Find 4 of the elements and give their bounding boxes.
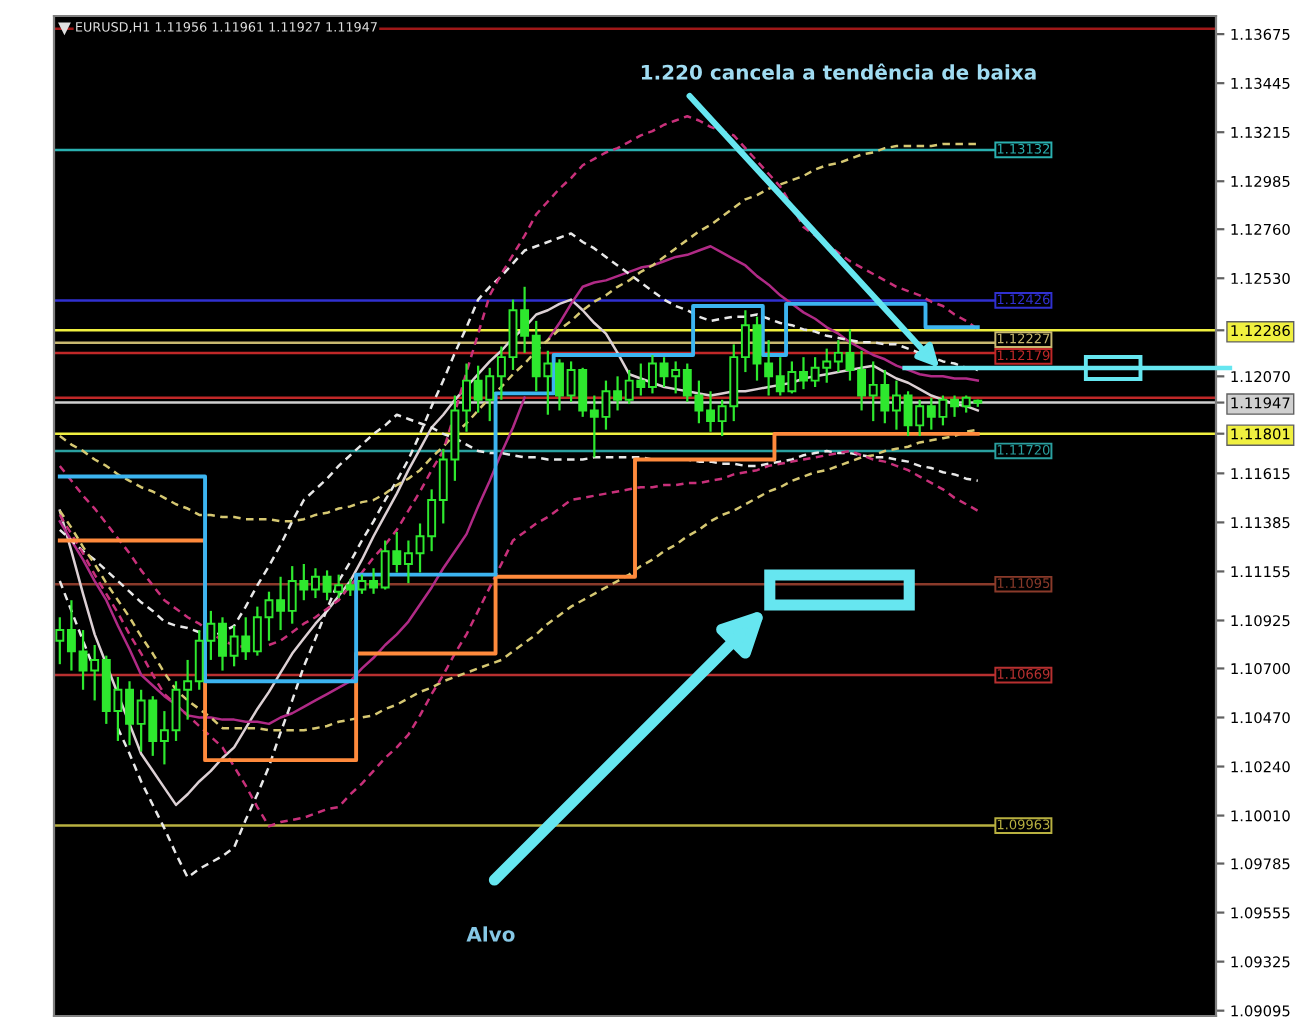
line-series [58, 449, 980, 828]
line-series [58, 142, 980, 523]
annotation: 1.220 cancela a tendência de baixa [641, 63, 1036, 80]
annotation: Alvo [466, 926, 515, 942]
